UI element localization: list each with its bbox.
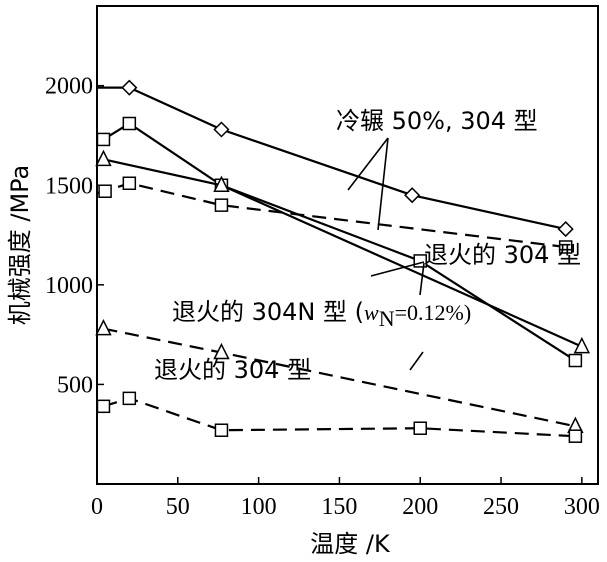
data-point-square [568, 429, 583, 443]
x-axis: 0 50 100 150 200 250 300 [91, 477, 600, 520]
plot-frame [96, 5, 599, 485]
series-layer [95, 79, 591, 443]
x-tick-label: 300 [564, 494, 600, 520]
annotation-w-value: =0.12%) [395, 300, 472, 325]
data-point-square [558, 240, 573, 254]
annotation-leader-lines [347, 137, 425, 371]
data-point-triangle [213, 342, 230, 360]
annotation-leader [370, 261, 425, 277]
data-point-square [96, 399, 111, 414]
series-line [96, 182, 566, 249]
annotation-w-subscript: N [379, 306, 395, 331]
data-point-square [122, 116, 137, 131]
y-tick-label: 2000 [45, 74, 93, 100]
annotation-leader [377, 137, 389, 231]
annotation-annealed-304-lower: 退火的 304 型 [154, 356, 311, 384]
data-point-diamond [557, 221, 574, 238]
series-line [103, 397, 576, 438]
x-tick-label: 200 [402, 494, 438, 520]
series-4 [95, 149, 591, 354]
data-point-triangle [95, 149, 112, 167]
annotation-annealed-304-upper: 退火的 304 型 [424, 241, 581, 269]
y-tick-label: 1500 [45, 173, 93, 199]
x-tick-label: 50 [166, 494, 190, 520]
data-point-triangle [213, 175, 230, 192]
data-point-triangle [573, 336, 591, 354]
y-axis: 500 1000 1500 2000 [45, 74, 104, 398]
annotation-w-symbol: w [364, 300, 379, 325]
data-point-diamond [121, 79, 138, 96]
data-point-square [214, 198, 229, 212]
data-point-square [214, 423, 229, 437]
y-axis-title: 机械强度 /MPa [6, 165, 34, 326]
data-point-square [122, 391, 137, 406]
series-1 [97, 79, 574, 238]
series-6 [96, 391, 583, 443]
data-point-square [413, 421, 427, 435]
data-point-diamond [213, 121, 230, 138]
x-tick-label: 0 [91, 494, 103, 520]
data-point-diamond [404, 187, 421, 204]
annotation-leader [347, 137, 389, 191]
annotation-annealed-304n: 退火的 304N 型 (wN=0.12%) [172, 298, 471, 331]
y-tick-label: 500 [57, 372, 93, 398]
annotation-cold-rolled-304: 冷辗 50%, 304 型 [336, 107, 538, 135]
series-2 [96, 176, 573, 254]
x-tick-label: 150 [321, 494, 357, 520]
series-5 [95, 318, 584, 433]
data-point-triangle [95, 318, 112, 336]
x-tick-label: 250 [483, 494, 519, 520]
annotation-annealed-304n-label: 退火的 304N 型 ( [172, 298, 364, 326]
plot-border [96, 5, 599, 485]
data-point-square [98, 184, 112, 198]
x-axis-title: 温度 /K [310, 530, 391, 558]
data-point-square [122, 176, 137, 191]
y-tick-label: 1000 [45, 273, 93, 299]
data-point-square [568, 353, 583, 368]
annotation-leader [419, 262, 425, 296]
x-tick-label: 100 [241, 494, 277, 520]
annotation-leader [409, 351, 424, 371]
data-point-square [96, 132, 111, 147]
